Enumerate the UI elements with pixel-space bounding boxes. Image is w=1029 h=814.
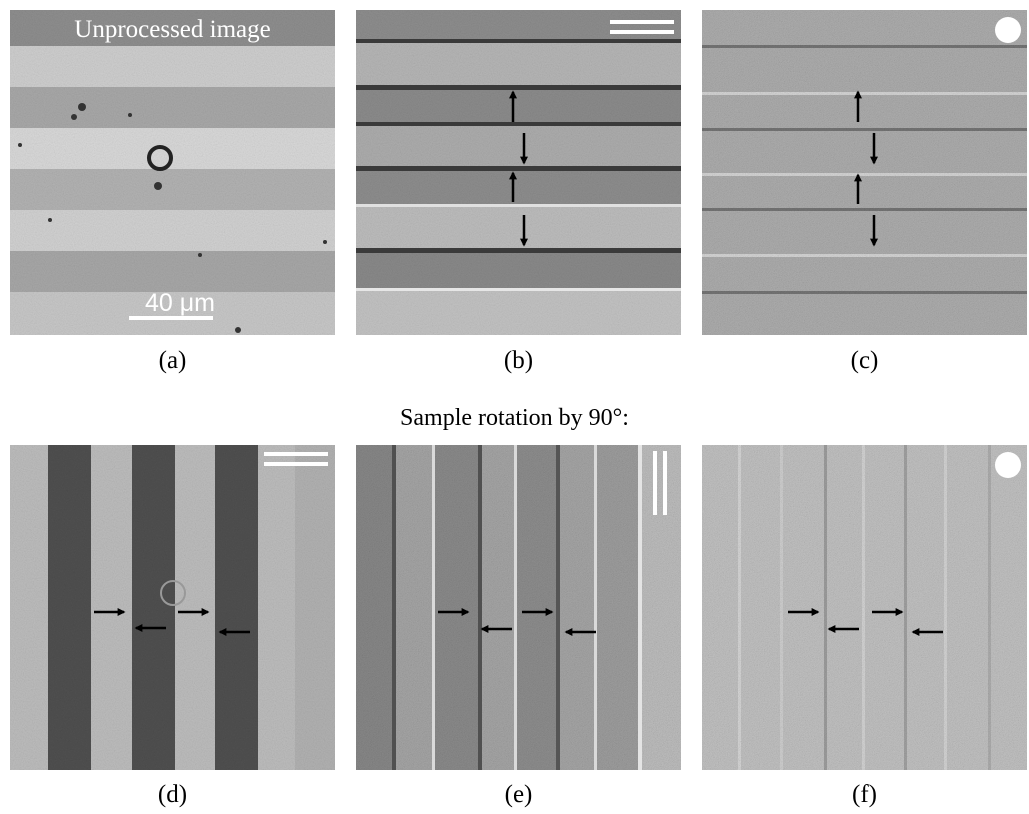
panel-e-image	[356, 445, 681, 770]
panel-a-title: Unprocessed image	[10, 14, 335, 46]
panel-c-image	[702, 10, 1027, 335]
caption-d: (d)	[10, 780, 335, 810]
circle-icon	[994, 16, 1022, 44]
caption-e: (e)	[356, 780, 681, 810]
circle-icon	[994, 451, 1022, 479]
panel-f-image	[702, 445, 1027, 770]
scale-bar	[129, 316, 213, 320]
section-heading: Sample rotation by 90°:	[0, 403, 1029, 433]
panel-d-image	[10, 445, 335, 770]
panel-b-image	[356, 10, 681, 335]
double-horizontal-lines-icon	[610, 20, 674, 34]
caption-f: (f)	[702, 780, 1027, 810]
caption-b: (b)	[356, 346, 681, 376]
double-vertical-lines-icon	[653, 451, 667, 515]
caption-a: (a)	[10, 346, 335, 376]
double-horizontal-lines-icon	[264, 452, 328, 466]
caption-c: (c)	[702, 346, 1027, 376]
scale-bar-label: 40 μm	[130, 289, 230, 317]
panel-a-image: Unprocessed image 40 μm	[10, 10, 335, 335]
